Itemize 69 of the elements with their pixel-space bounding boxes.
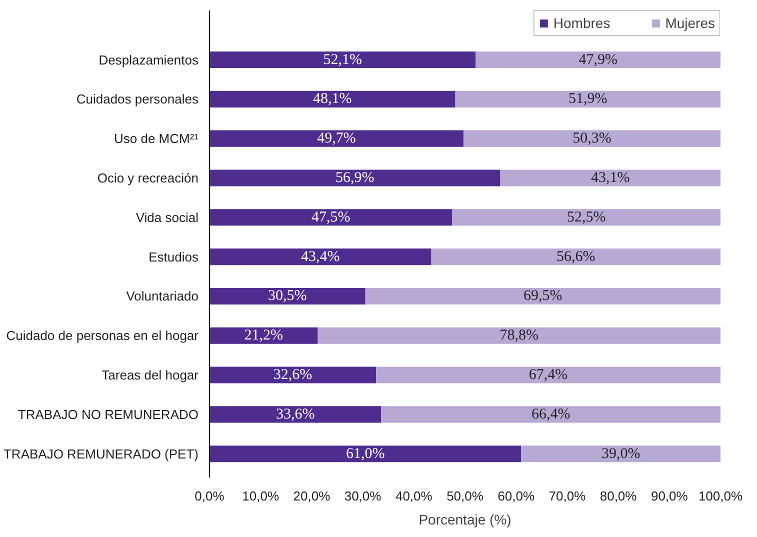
bar xyxy=(210,248,432,266)
bar xyxy=(455,90,720,108)
x-tick-label: 0,0% xyxy=(194,488,225,504)
data-label: 78,8% xyxy=(500,328,539,344)
bar xyxy=(376,366,720,384)
bar xyxy=(210,90,456,108)
bar xyxy=(210,446,522,462)
legend-label: Mujeres xyxy=(665,15,715,31)
y-tick-label: Ocio y recreación xyxy=(97,170,199,186)
data-label: 51,9% xyxy=(568,91,608,108)
x-tick-label: 10,0% xyxy=(242,488,280,504)
data-label: 39,0% xyxy=(601,446,640,462)
data-label: 32,6% xyxy=(273,367,312,384)
x-tick-label: 90,0% xyxy=(650,488,688,504)
x-axis-title: Porcentaje (%) xyxy=(418,512,512,528)
y-tick-label: TRABAJO NO REMUNERADO xyxy=(18,406,199,422)
bar xyxy=(381,406,720,423)
bar xyxy=(318,327,720,344)
data-label: 49,7% xyxy=(317,130,356,147)
bar xyxy=(210,288,366,304)
bar xyxy=(476,51,720,68)
y-tick-label: Voluntariado xyxy=(126,288,198,304)
x-tick-label: 100,0% xyxy=(698,488,743,504)
bar xyxy=(452,209,720,226)
bar xyxy=(463,130,720,147)
data-label: 61,0% xyxy=(346,446,385,462)
y-tick-label: Vida social xyxy=(136,210,199,225)
data-label: 67,4% xyxy=(528,367,568,384)
bar xyxy=(210,130,464,147)
bar xyxy=(210,406,382,423)
y-tick-label: Cuidados personales xyxy=(76,92,199,107)
bar xyxy=(500,170,720,186)
bar xyxy=(521,446,720,462)
y-tick-label: Tareas del hogar xyxy=(102,368,200,383)
bar xyxy=(210,209,452,226)
x-tick-label: 20,0% xyxy=(293,488,331,504)
data-label: 56,9% xyxy=(336,170,374,186)
x-tick-label: 60,0% xyxy=(498,488,535,504)
y-tick-label: Desplazamientos xyxy=(98,52,199,68)
bar xyxy=(365,288,720,304)
data-label: 21,2% xyxy=(244,328,284,344)
y-tick-label: Cuidado de personas en el hogar xyxy=(6,328,200,344)
data-label: 43,4% xyxy=(301,248,340,265)
x-tick-label: 80,0% xyxy=(600,488,638,504)
legend-label: Hombres xyxy=(553,15,610,31)
data-label: 52,1% xyxy=(323,52,362,68)
bar xyxy=(210,170,500,186)
bar xyxy=(210,51,476,68)
data-label: 33,6% xyxy=(276,406,315,422)
data-label: 47,9% xyxy=(578,52,618,68)
x-tick-label: 70,0% xyxy=(548,488,586,504)
data-label: 66,4% xyxy=(531,406,570,422)
bar xyxy=(431,248,720,266)
data-label: 48,1% xyxy=(313,91,352,108)
y-tick-label: Uso de MCM²¹ xyxy=(114,131,200,146)
y-tick-label: TRABAJO REMUNERADO (PET) xyxy=(3,446,199,462)
x-tick-label: 50,0% xyxy=(446,488,484,504)
data-label: 56,6% xyxy=(556,248,596,265)
y-tick-label: Estudios xyxy=(148,249,199,264)
data-label: 50,3% xyxy=(572,130,612,147)
bar xyxy=(210,327,318,344)
data-label: 47,5% xyxy=(311,209,350,226)
data-label: 30,5% xyxy=(268,288,307,304)
x-tick-label: 40,0% xyxy=(395,488,433,504)
bar xyxy=(210,366,376,384)
data-label: 52,5% xyxy=(566,209,606,226)
x-tick-label: 30,0% xyxy=(344,488,382,504)
data-label: 43,1% xyxy=(591,170,630,186)
data-label: 69,5% xyxy=(524,288,562,304)
